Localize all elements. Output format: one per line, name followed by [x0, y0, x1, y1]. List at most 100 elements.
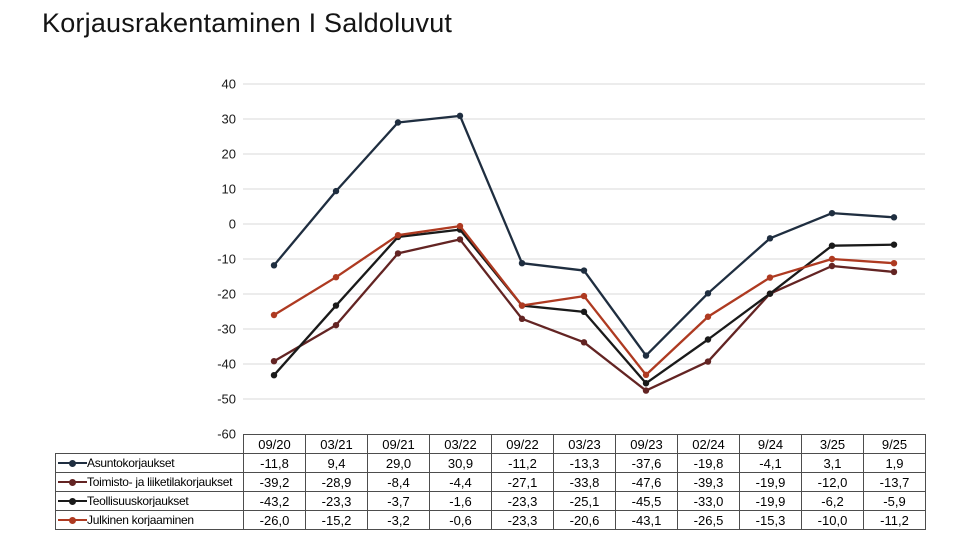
value-cell: -11,2: [491, 453, 554, 473]
data-point-toimisto-ja-liiketilakorjaukset: [704, 358, 712, 365]
value-cell: -1,6: [429, 491, 492, 511]
series-label: Teollisuuskorjaukset: [87, 495, 189, 507]
value-cell: -3,2: [367, 510, 430, 530]
series-label: Asuntokorjaukset: [87, 457, 175, 469]
data-point-asuntokorjaukset: [580, 267, 588, 274]
value-cell: -4,1: [739, 453, 802, 473]
value-cell: -33,0: [677, 491, 740, 511]
data-point-toimisto-ja-liiketilakorjaukset: [518, 315, 526, 323]
value-cell: -33,8: [553, 472, 616, 492]
data-point-toimisto-ja-liiketilakorjaukset: [332, 321, 340, 329]
data-point-teollisuuskorjaukset: [580, 308, 588, 316]
series-label: Julkinen korjaaminen: [87, 514, 194, 526]
series-label-cell: Teollisuuskorjaukset: [55, 491, 244, 511]
value-cell: -3,7: [367, 491, 430, 511]
data-point-toimisto-ja-liiketilakorjaukset: [394, 250, 402, 257]
column-header-9-24: 9/24: [739, 434, 802, 454]
legend-marker-asuntokorjaukset: [58, 457, 87, 469]
y-axis-tick-label: -10: [217, 252, 236, 267]
series-label-cell: Asuntokorjaukset: [55, 453, 244, 473]
data-point-toimisto-ja-liiketilakorjaukset: [270, 358, 278, 365]
value-cell: -43,2: [243, 491, 306, 511]
data-point-julkinen-korjaaminen: [580, 292, 588, 300]
data-point-toimisto-ja-liiketilakorjaukset: [456, 236, 464, 243]
column-header-9-25: 9/25: [863, 434, 926, 454]
value-cell: -37,6: [615, 453, 678, 473]
value-cell: -39,2: [243, 472, 306, 492]
value-cell: 30,9: [429, 453, 492, 473]
data-point-toimisto-ja-liiketilakorjaukset: [642, 387, 650, 394]
column-header-09-21: 09/21: [367, 434, 430, 454]
table-header-row: 09/20 03/21 09/21 03/22 09/22 03/23 09/23 02/24…: [56, 434, 926, 454]
value-cell: -11,8: [243, 453, 306, 473]
y-axis-tick-label: -40: [217, 357, 236, 372]
column-header-09-22: 09/22: [491, 434, 554, 454]
value-cell: -10,0: [801, 510, 864, 530]
legend-marker-teollisuuskorjaukset: [58, 495, 87, 507]
table-row-asuntokorjaukset: Asuntokorjaukset -11,8 9,4 29,0 30,9 -11,2 -13…: [55, 453, 926, 473]
data-point-asuntokorjaukset: [270, 262, 278, 269]
data-point-toimisto-ja-liiketilakorjaukset: [580, 339, 588, 346]
data-point-asuntokorjaukset: [518, 260, 526, 267]
column-header-09-23: 09/23: [615, 434, 678, 454]
table-row-julkinen-korjaaminen: Julkinen korjaaminen -26,0 -15,2 -3,2 -0,6 -2…: [55, 510, 926, 530]
y-axis-tick-label: -30: [217, 322, 236, 337]
column-header-02-24: 02/24: [677, 434, 740, 454]
value-cell: -12,0: [801, 472, 864, 492]
column-header-3-25: 3/25: [801, 434, 864, 454]
value-cell: -23,3: [491, 491, 554, 511]
data-point-teollisuuskorjaukset: [766, 290, 774, 297]
data-point-teollisuuskorjaukset: [642, 380, 650, 387]
y-axis-tick-label: -20: [217, 287, 236, 302]
value-cell: -26,5: [677, 510, 740, 530]
series-label-cell: Toimisto- ja liiketilakorjaukset: [55, 472, 244, 492]
value-cell: 1,9: [863, 453, 926, 473]
value-cell: -11,2: [863, 510, 926, 530]
table-row-toimisto-ja-liiketilakorjaukset: Toimisto- ja liiketilakorjaukset -39,2 -28…: [55, 472, 926, 492]
legend-marker-toimisto-ja-liiketilakorjaukset: [58, 476, 87, 488]
y-axis-tick-label: 10: [222, 182, 236, 197]
data-point-julkinen-korjaaminen: [270, 311, 278, 319]
column-header-03-21: 03/21: [305, 434, 368, 454]
legend-dot-icon: [69, 478, 76, 486]
data-point-asuntokorjaukset: [332, 187, 340, 195]
data-point-julkinen-korjaaminen: [766, 274, 774, 281]
data-point-julkinen-korjaaminen: [890, 260, 898, 267]
legend-marker-julkinen-korjaaminen: [58, 514, 87, 526]
legend-dot-icon: [69, 516, 76, 524]
line-chart: 40 30 20 10 0 -10 -20 -30 -40 -50 -60: [217, 77, 925, 442]
y-axis-tick-label: -50: [217, 392, 236, 407]
data-point-asuntokorjaukset: [394, 119, 402, 126]
value-cell: -6,2: [801, 491, 864, 511]
value-cell: 29,0: [367, 453, 430, 473]
y-axis-tick-label: 40: [222, 77, 236, 92]
series-line-asuntokorjaukset: [273, 114, 895, 357]
data-point-julkinen-korjaaminen: [456, 222, 464, 230]
series-line-teollisuuskorjaukset: [273, 228, 895, 385]
value-cell: -15,3: [739, 510, 802, 530]
y-axis-tick-label: 30: [222, 112, 236, 127]
column-header-03-23: 03/23: [553, 434, 616, 454]
y-axis-tick-label: 0: [229, 217, 236, 232]
value-cell: -28,9: [305, 472, 368, 492]
data-point-julkinen-korjaaminen: [642, 371, 650, 379]
table-row-teollisuuskorjaukset: Teollisuuskorjaukset -43,2 -23,3 -3,7 -1,6 -2…: [55, 491, 926, 511]
data-point-asuntokorjaukset: [456, 112, 464, 120]
value-cell: -23,3: [305, 491, 368, 511]
value-cell: -25,1: [553, 491, 616, 511]
data-point-julkinen-korjaaminen: [332, 274, 340, 281]
value-cell: -13,7: [863, 472, 926, 492]
data-point-asuntokorjaukset: [828, 209, 836, 217]
data-point-teollisuuskorjaukset: [332, 302, 340, 309]
value-cell: -5,9: [863, 491, 926, 511]
column-header-09-20: 09/20: [243, 434, 306, 454]
data-point-julkinen-korjaaminen: [394, 232, 402, 239]
data-point-julkinen-korjaaminen: [518, 302, 526, 309]
value-cell: -15,2: [305, 510, 368, 530]
data-point-teollisuuskorjaukset: [270, 372, 278, 379]
data-point-asuntokorjaukset: [642, 352, 650, 359]
chart-title: Korjausrakentaminen I Saldoluvut: [42, 8, 453, 38]
data-point-julkinen-korjaaminen: [704, 313, 712, 320]
series-line-julkinen-korjaaminen: [273, 224, 895, 377]
